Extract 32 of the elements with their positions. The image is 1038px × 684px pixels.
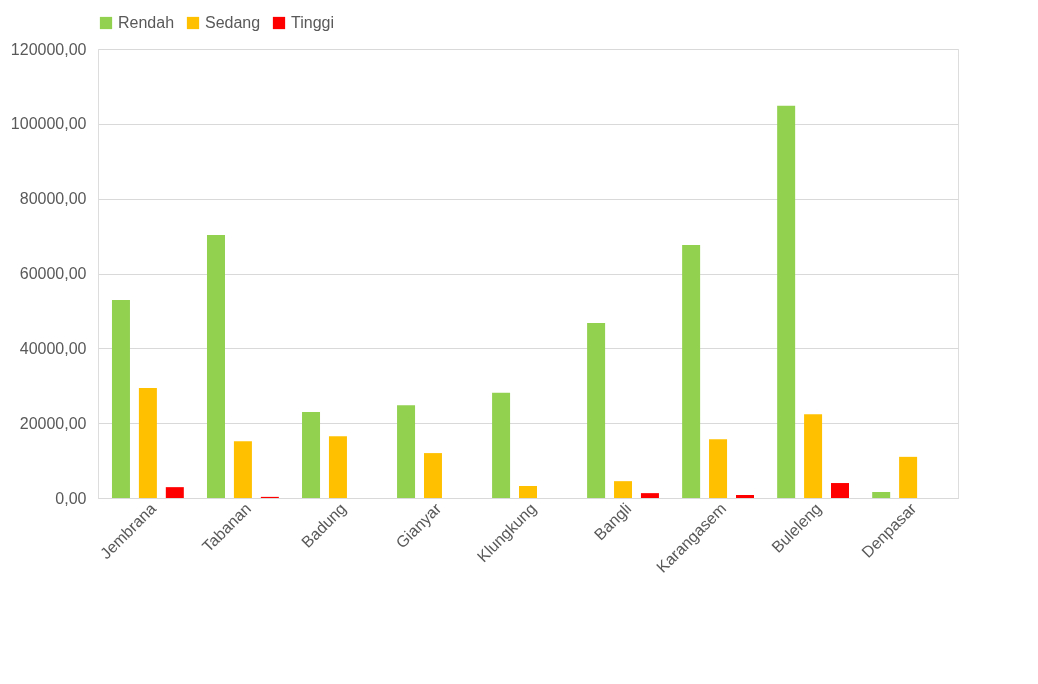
bar bbox=[831, 483, 850, 498]
bar bbox=[587, 322, 606, 498]
bar bbox=[138, 388, 157, 498]
legend-label: Sedang bbox=[205, 14, 261, 31]
legend-label: Rendah bbox=[118, 14, 175, 31]
y-tick-label: 80000,00 bbox=[19, 190, 87, 208]
y-tick-label: 20000,00 bbox=[19, 414, 87, 432]
bar bbox=[735, 495, 754, 498]
bar bbox=[709, 439, 728, 498]
bar bbox=[328, 436, 347, 498]
bar bbox=[492, 392, 511, 498]
bar bbox=[397, 405, 416, 498]
bar bbox=[682, 245, 701, 498]
legend-label: Tinggi bbox=[291, 14, 334, 31]
y-tick-label: 60000,00 bbox=[19, 265, 87, 282]
bar bbox=[519, 486, 537, 498]
bar bbox=[777, 105, 796, 498]
bar bbox=[206, 234, 225, 498]
bar bbox=[872, 492, 891, 498]
y-tick-label: 120000,00 bbox=[10, 40, 87, 58]
y-tick-label: 0,00 bbox=[55, 489, 87, 507]
bar bbox=[165, 487, 184, 498]
bar bbox=[899, 456, 918, 498]
y-tick-label: 100000,00 bbox=[10, 115, 87, 133]
bar bbox=[614, 481, 633, 498]
bar bbox=[423, 453, 442, 498]
y-tick-label: 40000,00 bbox=[19, 339, 87, 357]
bar bbox=[640, 493, 659, 498]
bar bbox=[804, 414, 823, 498]
bar bbox=[111, 300, 130, 498]
bar bbox=[302, 411, 321, 498]
bar bbox=[233, 441, 252, 498]
